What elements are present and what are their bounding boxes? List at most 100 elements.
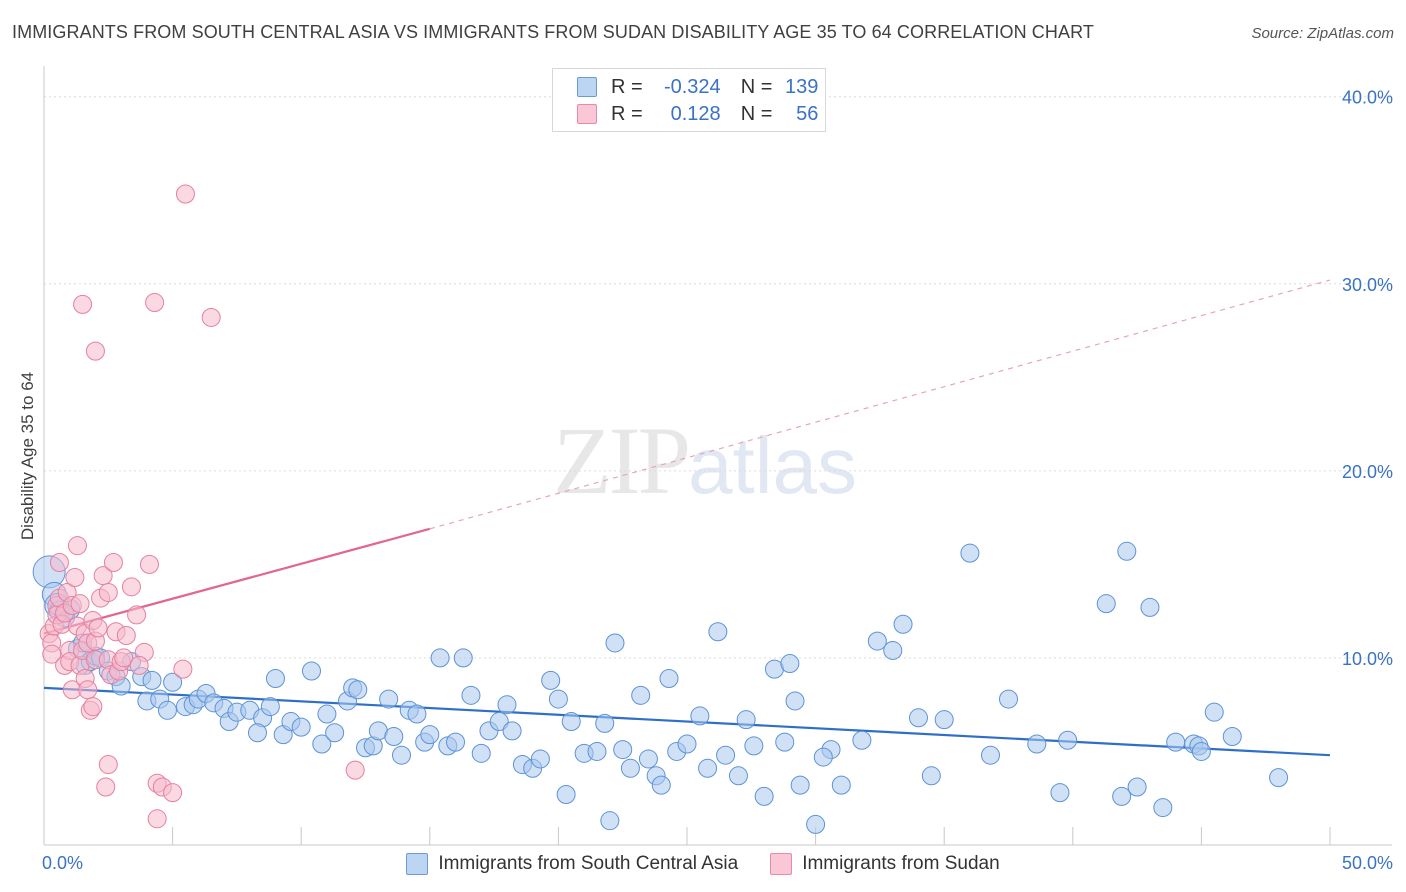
point-south-central-asia (785, 691, 805, 711)
x-tick-label: 0.0% (42, 853, 83, 873)
trend-line-sudan-extrapolated (429, 279, 1331, 530)
point-south-central-asia (541, 670, 561, 690)
point-south-central-asia (301, 661, 321, 681)
point-south-central-asia (317, 704, 337, 724)
legend-label-sudan: Immigrants from Sudan (802, 853, 1000, 874)
legend-r-value: 0.128 (670, 102, 721, 125)
point-sudan (147, 809, 167, 829)
point-south-central-asia (775, 732, 795, 752)
point-south-central-asia (908, 708, 928, 728)
point-south-central-asia (312, 734, 332, 754)
legend-row-sudan: R = 0.128 N = 56 (577, 101, 818, 127)
point-south-central-asia (638, 749, 658, 769)
point-south-central-asia (497, 695, 517, 715)
point-south-central-asia (348, 680, 368, 700)
point-sudan (127, 605, 147, 625)
legend-n-value: 56 (796, 102, 819, 125)
point-south-central-asia (407, 704, 427, 724)
point-south-central-asia (620, 758, 640, 778)
point-sudan (201, 307, 221, 327)
point-south-central-asia (595, 713, 615, 733)
legend-swatch-blue (406, 853, 429, 875)
point-south-central-asia (530, 749, 550, 769)
point-south-central-asia (471, 743, 491, 763)
point-south-central-asia (744, 736, 764, 756)
point-south-central-asia (600, 811, 620, 831)
point-south-central-asia (708, 622, 728, 642)
point-sudan (88, 618, 108, 638)
y-tick-label: 20.0% (1342, 462, 1393, 482)
legend-r-label: R = (611, 102, 643, 125)
point-south-central-asia (1096, 594, 1116, 614)
point-south-central-asia (420, 725, 440, 745)
point-sudan (70, 594, 90, 614)
legend-row-south-central-asia: R = -0.324 N = 139 (577, 74, 818, 100)
point-south-central-asia (461, 685, 481, 705)
point-south-central-asia (1058, 730, 1078, 750)
point-south-central-asia (1127, 777, 1147, 797)
point-south-central-asia (921, 766, 941, 786)
point-south-central-asia (736, 710, 756, 730)
point-south-central-asia (561, 712, 581, 732)
x-tick-label: 50.0% (1342, 853, 1393, 873)
point-sudan (175, 184, 195, 204)
point-south-central-asia (651, 775, 671, 795)
point-south-central-asia (960, 543, 980, 563)
point-sudan (173, 659, 193, 679)
point-south-central-asia (999, 689, 1018, 709)
point-south-central-asia (325, 723, 345, 743)
point-sudan (85, 341, 105, 361)
point-sudan (121, 577, 141, 597)
watermark-zip: ZIP (553, 407, 691, 514)
point-sudan (98, 755, 118, 775)
legend-r-label: R = (611, 75, 643, 98)
legend-swatch-pink (577, 104, 597, 124)
point-sudan (42, 644, 62, 664)
stats-legend: R = -0.324 N = 139 R = 0.128 N = 56 (552, 68, 826, 132)
legend-n-label: N = (740, 102, 773, 125)
point-sudan (98, 582, 118, 602)
point-south-central-asia (1191, 741, 1211, 761)
y-axis-label: Disability Age 35 to 64 (18, 371, 37, 541)
y-tick-label: 30.0% (1342, 275, 1393, 295)
point-sudan (83, 697, 103, 717)
y-tick-label: 40.0% (1342, 88, 1393, 108)
point-south-central-asia (587, 741, 607, 761)
point-south-central-asia (690, 706, 710, 726)
point-sudan (114, 648, 134, 668)
source-label: Source: ZipAtlas.com (1251, 25, 1394, 42)
point-sudan (78, 680, 98, 700)
axes (43, 66, 1392, 846)
watermark: ZIPatlas (553, 405, 857, 516)
point-south-central-asia (430, 648, 450, 668)
point-south-central-asia (698, 758, 718, 778)
point-sudan (67, 536, 87, 556)
point-south-central-asia (659, 669, 679, 689)
legend-n-label: N = (740, 75, 773, 98)
point-south-central-asia (831, 775, 851, 795)
point-sudan (163, 783, 183, 803)
point-south-central-asia (247, 723, 267, 743)
point-south-central-asia (1269, 768, 1289, 788)
point-south-central-asia (453, 648, 473, 668)
point-south-central-asia (1027, 734, 1047, 754)
point-south-central-asia (163, 672, 183, 692)
point-south-central-asia (716, 745, 736, 765)
point-south-central-asia (265, 669, 285, 689)
point-south-central-asia (548, 689, 568, 709)
point-sudan (65, 567, 85, 587)
tick-labels: 10.0% 20.0% 30.0% 40.0% 0.0% 50.0% (42, 88, 1393, 873)
legend-swatch-pink (770, 853, 793, 875)
point-south-central-asia (605, 633, 625, 653)
point-south-central-asia (489, 712, 509, 732)
point-south-central-asia (806, 814, 826, 834)
point-south-central-asia (1166, 732, 1186, 752)
point-south-central-asia (728, 766, 748, 786)
point-south-central-asia (1222, 726, 1242, 746)
point-south-central-asia (384, 726, 404, 746)
point-south-central-asia (556, 784, 576, 804)
point-south-central-asia (813, 747, 833, 767)
point-south-central-asia (893, 614, 913, 634)
point-south-central-asia (1153, 798, 1173, 818)
point-south-central-asia (1050, 783, 1070, 803)
